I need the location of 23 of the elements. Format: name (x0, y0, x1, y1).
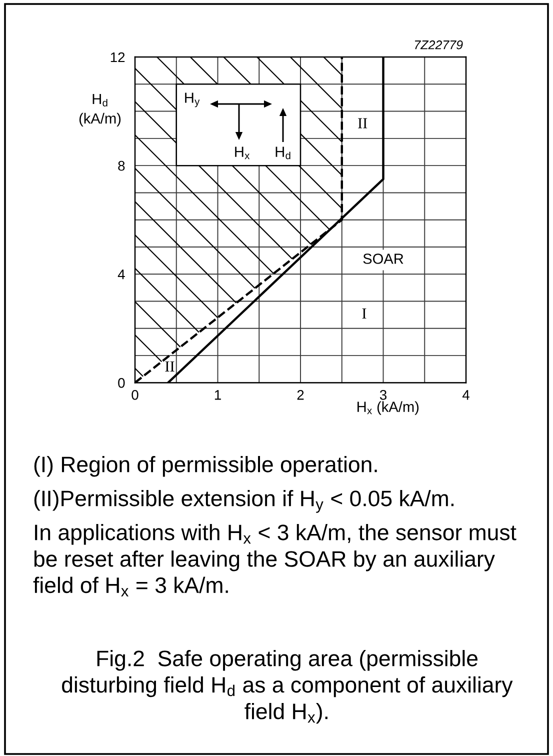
annotation: II (165, 361, 174, 372)
x-tick-label: 3 (380, 390, 386, 400)
text: In applications with H$_{x}$ < 3 kA/m, the sensor must be reset after leaving the SOAR by an auxiliary field of H$_{x}$ = 3 kA/m. (33, 524, 516, 596)
x-tick-label: 1 (214, 390, 221, 400)
y-axis-title: H$_{d}$ (kA/m) (79, 94, 121, 126)
text: (II)Permissible extension if H$_{y}$ < 0.05 kA/m. (34, 490, 454, 513)
annotation: SOAR (363, 254, 404, 264)
annotation: I (362, 308, 366, 319)
y-tick-label: 8 (118, 160, 125, 171)
annotation: II (358, 118, 368, 128)
x-tick-label: 4 (462, 390, 470, 400)
x-axis-title: H$_{x}$ (kA/m) (358, 401, 419, 415)
x-tick-label: 0 (132, 390, 138, 400)
text: Fig.2 Safe operating area (permissible disturbing field H$_{d}$ as a component of auxiliary field H$_{x}$). (62, 650, 513, 724)
y-tick-label: 12 (110, 52, 125, 62)
text: 7Z22779 (414, 40, 463, 50)
annotation: H$_{y}$ (185, 92, 200, 108)
text: (I) Region of permissible operation. (34, 456, 377, 477)
x-tick-label: 2 (297, 390, 304, 400)
annotation: H$_{d}$ (276, 146, 290, 160)
y-tick-label: 4 (118, 270, 125, 280)
annotation: H$_{x}$ (235, 146, 250, 160)
y-tick-label: 0 (118, 378, 125, 388)
